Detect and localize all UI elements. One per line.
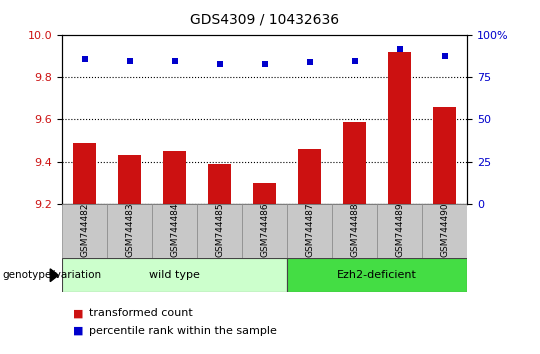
Text: GSM744489: GSM744489 bbox=[395, 202, 404, 257]
Text: GSM744486: GSM744486 bbox=[260, 202, 269, 257]
Text: ■: ■ bbox=[73, 308, 83, 318]
Point bbox=[395, 46, 404, 52]
Text: GDS4309 / 10432636: GDS4309 / 10432636 bbox=[190, 12, 339, 27]
Text: GSM744485: GSM744485 bbox=[215, 202, 224, 257]
Text: GSM744484: GSM744484 bbox=[170, 202, 179, 257]
Text: Ezh2-deficient: Ezh2-deficient bbox=[337, 270, 417, 280]
Text: GSM744490: GSM744490 bbox=[440, 202, 449, 257]
Text: transformed count: transformed count bbox=[89, 308, 193, 318]
Point bbox=[125, 58, 134, 63]
Point bbox=[440, 53, 449, 58]
Text: genotype/variation: genotype/variation bbox=[3, 270, 102, 280]
Bar bbox=[434, 107, 456, 204]
Bar bbox=[287, 204, 332, 258]
Bar bbox=[388, 52, 411, 204]
Bar bbox=[287, 258, 467, 292]
Point bbox=[215, 61, 224, 67]
Point bbox=[260, 61, 269, 67]
Point bbox=[305, 59, 314, 65]
Bar bbox=[73, 143, 96, 204]
Bar bbox=[208, 164, 231, 204]
Bar bbox=[118, 155, 141, 204]
Text: ■: ■ bbox=[73, 326, 83, 336]
Bar bbox=[299, 149, 321, 204]
Bar bbox=[343, 121, 366, 204]
Bar bbox=[107, 204, 152, 258]
Bar bbox=[197, 204, 242, 258]
Bar bbox=[253, 183, 276, 204]
Bar bbox=[422, 204, 467, 258]
Bar bbox=[62, 204, 107, 258]
Bar bbox=[62, 258, 287, 292]
Text: GSM744483: GSM744483 bbox=[125, 202, 134, 257]
Text: GSM744482: GSM744482 bbox=[80, 202, 89, 257]
Point bbox=[350, 58, 359, 63]
Point bbox=[170, 58, 179, 63]
Text: GSM744488: GSM744488 bbox=[350, 202, 359, 257]
Point bbox=[80, 56, 89, 62]
Text: wild type: wild type bbox=[149, 270, 200, 280]
Bar bbox=[242, 204, 287, 258]
Bar bbox=[377, 204, 422, 258]
Bar bbox=[332, 204, 377, 258]
Bar bbox=[152, 204, 197, 258]
Bar bbox=[163, 151, 186, 204]
Text: GSM744487: GSM744487 bbox=[305, 202, 314, 257]
Text: percentile rank within the sample: percentile rank within the sample bbox=[89, 326, 277, 336]
